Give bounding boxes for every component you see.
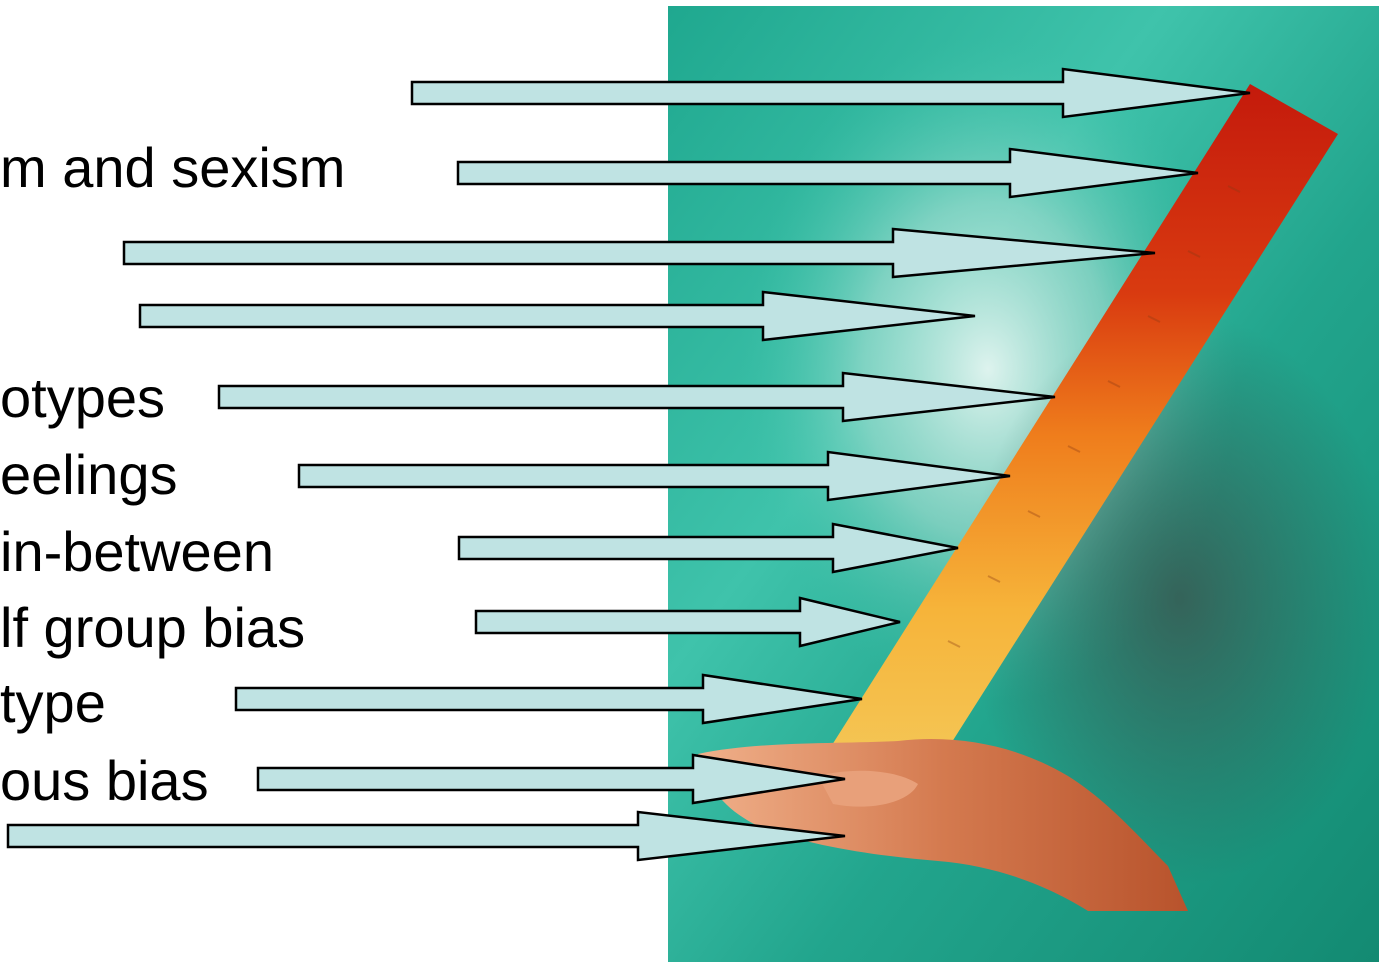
ruler-icon [820, 84, 1338, 786]
right-arrow-icon [457, 522, 959, 574]
right-arrow-icon [256, 753, 846, 805]
right-arrow-icon [456, 147, 1199, 199]
bias-label: otypes [0, 366, 165, 429]
right-arrow-icon [474, 596, 901, 648]
bias-label: ous bias [0, 749, 209, 812]
bias-label: in-between [0, 520, 274, 583]
bias-label: m and sexism [0, 136, 346, 199]
bias-label: type [0, 671, 106, 734]
right-arrow-icon [234, 673, 863, 725]
bias-label: eelings [0, 443, 178, 506]
right-arrow-icon [217, 371, 1056, 423]
bias-label: lf group bias [0, 596, 306, 659]
right-arrow-icon [138, 290, 976, 342]
right-arrow-icon [122, 227, 1156, 279]
right-arrow-icon [410, 67, 1251, 119]
right-arrow-icon [6, 810, 846, 862]
right-arrow-icon [297, 450, 1011, 502]
